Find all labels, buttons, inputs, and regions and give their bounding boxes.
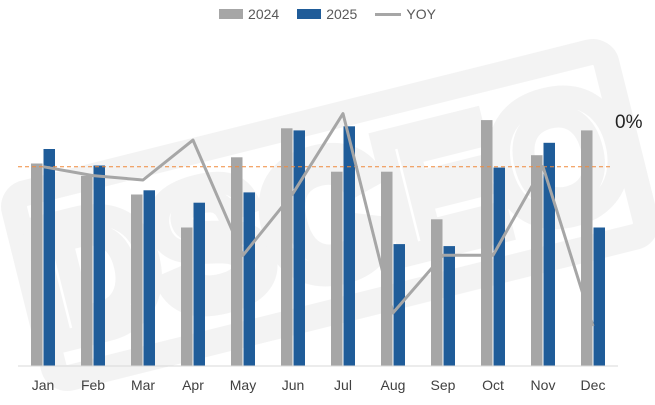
yoy-line-layer (42, 112, 595, 327)
bar-2024-jul (331, 171, 343, 366)
bar-2024-oct (481, 120, 493, 366)
bar-2025-sep (443, 246, 455, 366)
x-tick-label-aug: Aug (381, 377, 406, 393)
bar-2024-nov (531, 155, 543, 366)
x-tick-label-feb: Feb (81, 377, 105, 393)
series-line-yoy (42, 112, 595, 327)
x-axis-labels: Jan Feb Mar Apr May Jun Jul Aug Sep Oct Nov Dec (32, 377, 606, 393)
x-tick-label-jun: Jun (282, 377, 305, 393)
legend-swatch-2025 (297, 9, 322, 19)
x-tick-label-sep: Sep (431, 377, 456, 393)
bar-2025-nov (543, 142, 555, 366)
bar-2025-jun (293, 130, 305, 366)
legend-item-yoy: YOY (375, 6, 436, 22)
x-tick-label-may: May (230, 377, 256, 393)
x-tick-label-nov: Nov (531, 377, 556, 393)
x-tick-label-apr: Apr (182, 377, 204, 393)
bar-2025-jul (343, 126, 355, 366)
bar-2024-sep (431, 219, 443, 366)
bar-2024-mar (131, 194, 143, 366)
legend-label-2025: 2025 (326, 6, 358, 22)
bar-2024-dec (581, 130, 593, 366)
bar-2025-may (243, 192, 255, 366)
bar-2024-feb (81, 175, 93, 366)
x-tick-label-oct: Oct (482, 377, 504, 393)
bar-2024-jan (31, 163, 43, 366)
legend-item-2025: 2025 (297, 6, 357, 22)
x-tick-label-dec: Dec (581, 377, 606, 393)
legend-swatch-yoy (375, 12, 402, 16)
bar-2025-mar (143, 190, 155, 366)
legend-swatch-2024 (219, 9, 244, 19)
bars-layer (31, 120, 605, 366)
bar-2025-jan (43, 149, 55, 366)
x-tick-label-jul: Jul (334, 377, 352, 393)
bar-2024-aug (381, 171, 393, 366)
zero-percent-label: 0% (615, 112, 643, 133)
bar-2025-apr (193, 202, 205, 366)
bar-2024-apr (181, 227, 193, 366)
x-tick-label-jan: Jan (32, 377, 55, 393)
bar-2024-jun (281, 128, 293, 366)
legend-item-2024: 2024 (219, 6, 279, 22)
bar-2025-oct (493, 167, 505, 366)
legend-label-yoy: YOY (406, 6, 436, 22)
legend-label-2024: 2024 (248, 6, 280, 22)
chart-legend: 2024 2025 YOY (0, 6, 655, 22)
bar-2024-may (231, 157, 243, 366)
bar-2025-feb (93, 165, 105, 366)
bar-2025-dec (593, 227, 605, 366)
x-tick-label-mar: Mar (131, 377, 155, 393)
